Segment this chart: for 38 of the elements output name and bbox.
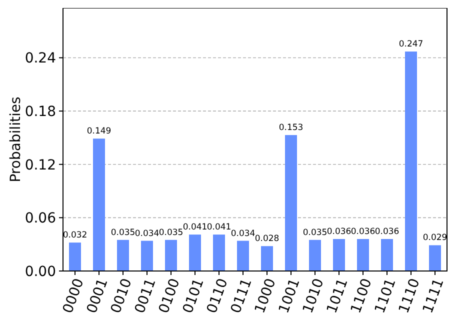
bar bbox=[141, 240, 153, 271]
bar bbox=[213, 234, 225, 271]
data-label: 0.035 bbox=[110, 228, 136, 238]
data-label: 0.041 bbox=[182, 222, 208, 233]
data-label: 0.032 bbox=[62, 230, 88, 241]
data-label: 0.036 bbox=[326, 227, 352, 238]
data-label: 0.034 bbox=[230, 228, 256, 239]
data-label: 0.036 bbox=[374, 227, 400, 238]
bar bbox=[93, 138, 105, 271]
data-label: 0.036 bbox=[350, 227, 376, 238]
y-tick-label: 0.12 bbox=[24, 157, 56, 174]
data-label: 0.035 bbox=[158, 228, 184, 238]
y-tick-label: 0.00 bbox=[24, 264, 56, 280]
bar bbox=[237, 240, 249, 271]
bar bbox=[189, 234, 201, 271]
bar bbox=[309, 240, 321, 271]
bar bbox=[405, 52, 417, 271]
y-axis-title: Probabilities bbox=[8, 96, 24, 182]
y-tick-label: 0.18 bbox=[24, 104, 56, 120]
data-label: 0.034 bbox=[134, 228, 160, 239]
y-tick-label: 0.06 bbox=[24, 210, 56, 227]
data-label: 0.153 bbox=[278, 123, 304, 134]
bar bbox=[165, 240, 177, 271]
bar bbox=[357, 239, 369, 271]
y-tick-label: 0.24 bbox=[24, 50, 56, 67]
bar bbox=[69, 242, 81, 271]
data-label: 0.041 bbox=[206, 222, 232, 233]
bar bbox=[381, 239, 393, 271]
data-label: 0.029 bbox=[422, 233, 448, 244]
bar bbox=[333, 239, 345, 271]
data-label: 0.035 bbox=[302, 228, 328, 238]
bar bbox=[429, 245, 441, 271]
bar bbox=[261, 246, 273, 271]
bar bbox=[117, 240, 129, 271]
data-label: 0.247 bbox=[398, 40, 424, 50]
bar bbox=[285, 135, 297, 271]
data-label: 0.149 bbox=[86, 126, 112, 137]
data-label: 0.028 bbox=[254, 234, 280, 244]
